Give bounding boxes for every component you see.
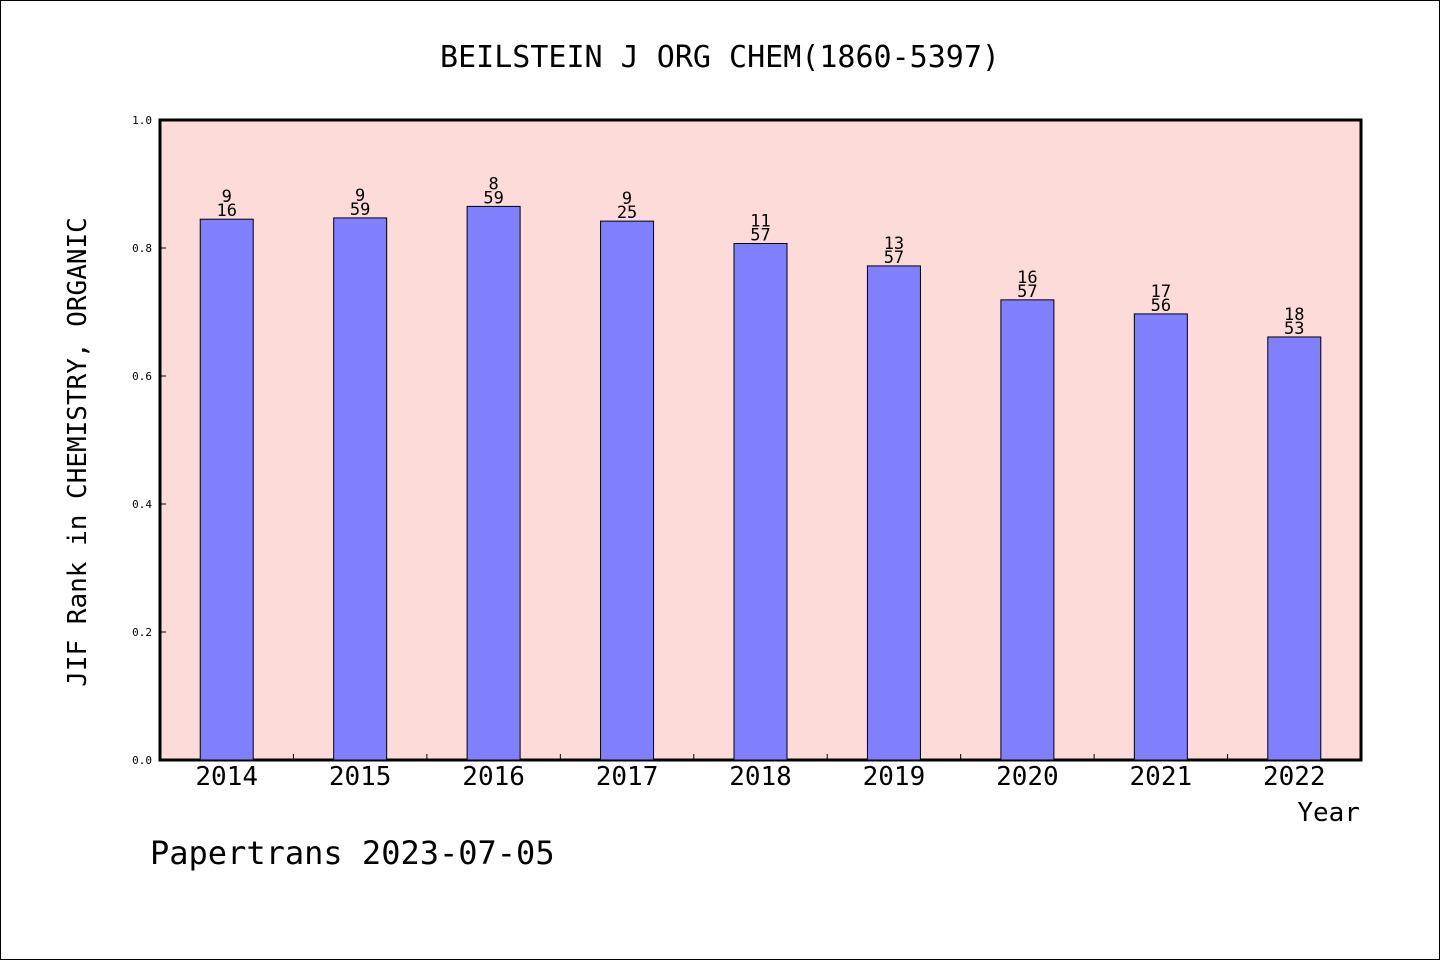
- footer-credit: Papertrans 2023-07-05: [150, 834, 555, 872]
- bar-label-total: 57: [884, 248, 904, 268]
- x-tick-label: 2020: [996, 762, 1059, 792]
- bar-2015: [333, 217, 388, 761]
- chart-title: BEILSTEIN J ORG CHEM(1860-5397): [440, 40, 1000, 75]
- x-tick-label: 2021: [1130, 762, 1193, 792]
- bar-2018: [733, 243, 788, 761]
- bar-label-rank: 18: [1284, 305, 1304, 325]
- bar-label-total: 59: [350, 200, 370, 220]
- x-tick-label: 2016: [462, 762, 525, 792]
- x-tick-label: 2018: [729, 762, 792, 792]
- bar-label-total: 57: [1017, 282, 1037, 302]
- x-tick-label: 2019: [863, 762, 926, 792]
- bar-label-rank: 13: [884, 234, 904, 254]
- bar-label-rank: 16: [1017, 268, 1037, 288]
- bar-2021: [1133, 313, 1188, 761]
- bar-2019: [866, 265, 921, 761]
- bar-2020: [1000, 299, 1055, 761]
- bar-label-total: 59: [483, 188, 503, 208]
- y-tick-label: 0.4: [132, 498, 152, 511]
- bar-2014: [199, 218, 254, 761]
- bars: [199, 205, 1322, 761]
- bar-label-rank: 11: [750, 212, 770, 232]
- y-tick-label: 0.8: [132, 242, 152, 255]
- bar-label-rank: 9: [222, 187, 232, 207]
- bar-label-rank: 9: [622, 189, 632, 209]
- y-tick-label: 1.0: [132, 114, 152, 127]
- bar-2022: [1267, 336, 1322, 761]
- y-tick-label: 0.2: [132, 626, 152, 639]
- x-tick-label: 2022: [1263, 762, 1326, 792]
- bar-label-rank: 9: [355, 186, 365, 206]
- bar-label-total: 57: [750, 226, 770, 246]
- bar-label-total: 53: [1284, 319, 1304, 339]
- bar-label-rank: 17: [1151, 282, 1171, 302]
- bar-label-total: 16: [216, 201, 236, 221]
- bar-2017: [600, 220, 655, 761]
- y-tick-label: 0.6: [132, 370, 152, 383]
- bar-label-total: 56: [1151, 296, 1171, 316]
- x-tick-label: 2014: [195, 762, 258, 792]
- bar-label-rank: 8: [488, 174, 498, 194]
- x-tick-label: 2017: [596, 762, 659, 792]
- x-axis-label: Year: [1297, 798, 1360, 828]
- x-axis: 2014 2015 2016 2017 2018 2019 2020 2021 2022: [195, 754, 1326, 792]
- bar-label-total: 25: [617, 203, 637, 223]
- x-tick-label: 2015: [329, 762, 392, 792]
- y-axis-label: JIF Rank in CHEMISTRY, ORGANIC: [63, 217, 93, 687]
- bar-2016: [466, 205, 521, 761]
- y-axis: 0.0 0.2 0.4 0.6 0.8 1.0: [132, 114, 166, 767]
- y-tick-label: 0.0: [132, 754, 152, 767]
